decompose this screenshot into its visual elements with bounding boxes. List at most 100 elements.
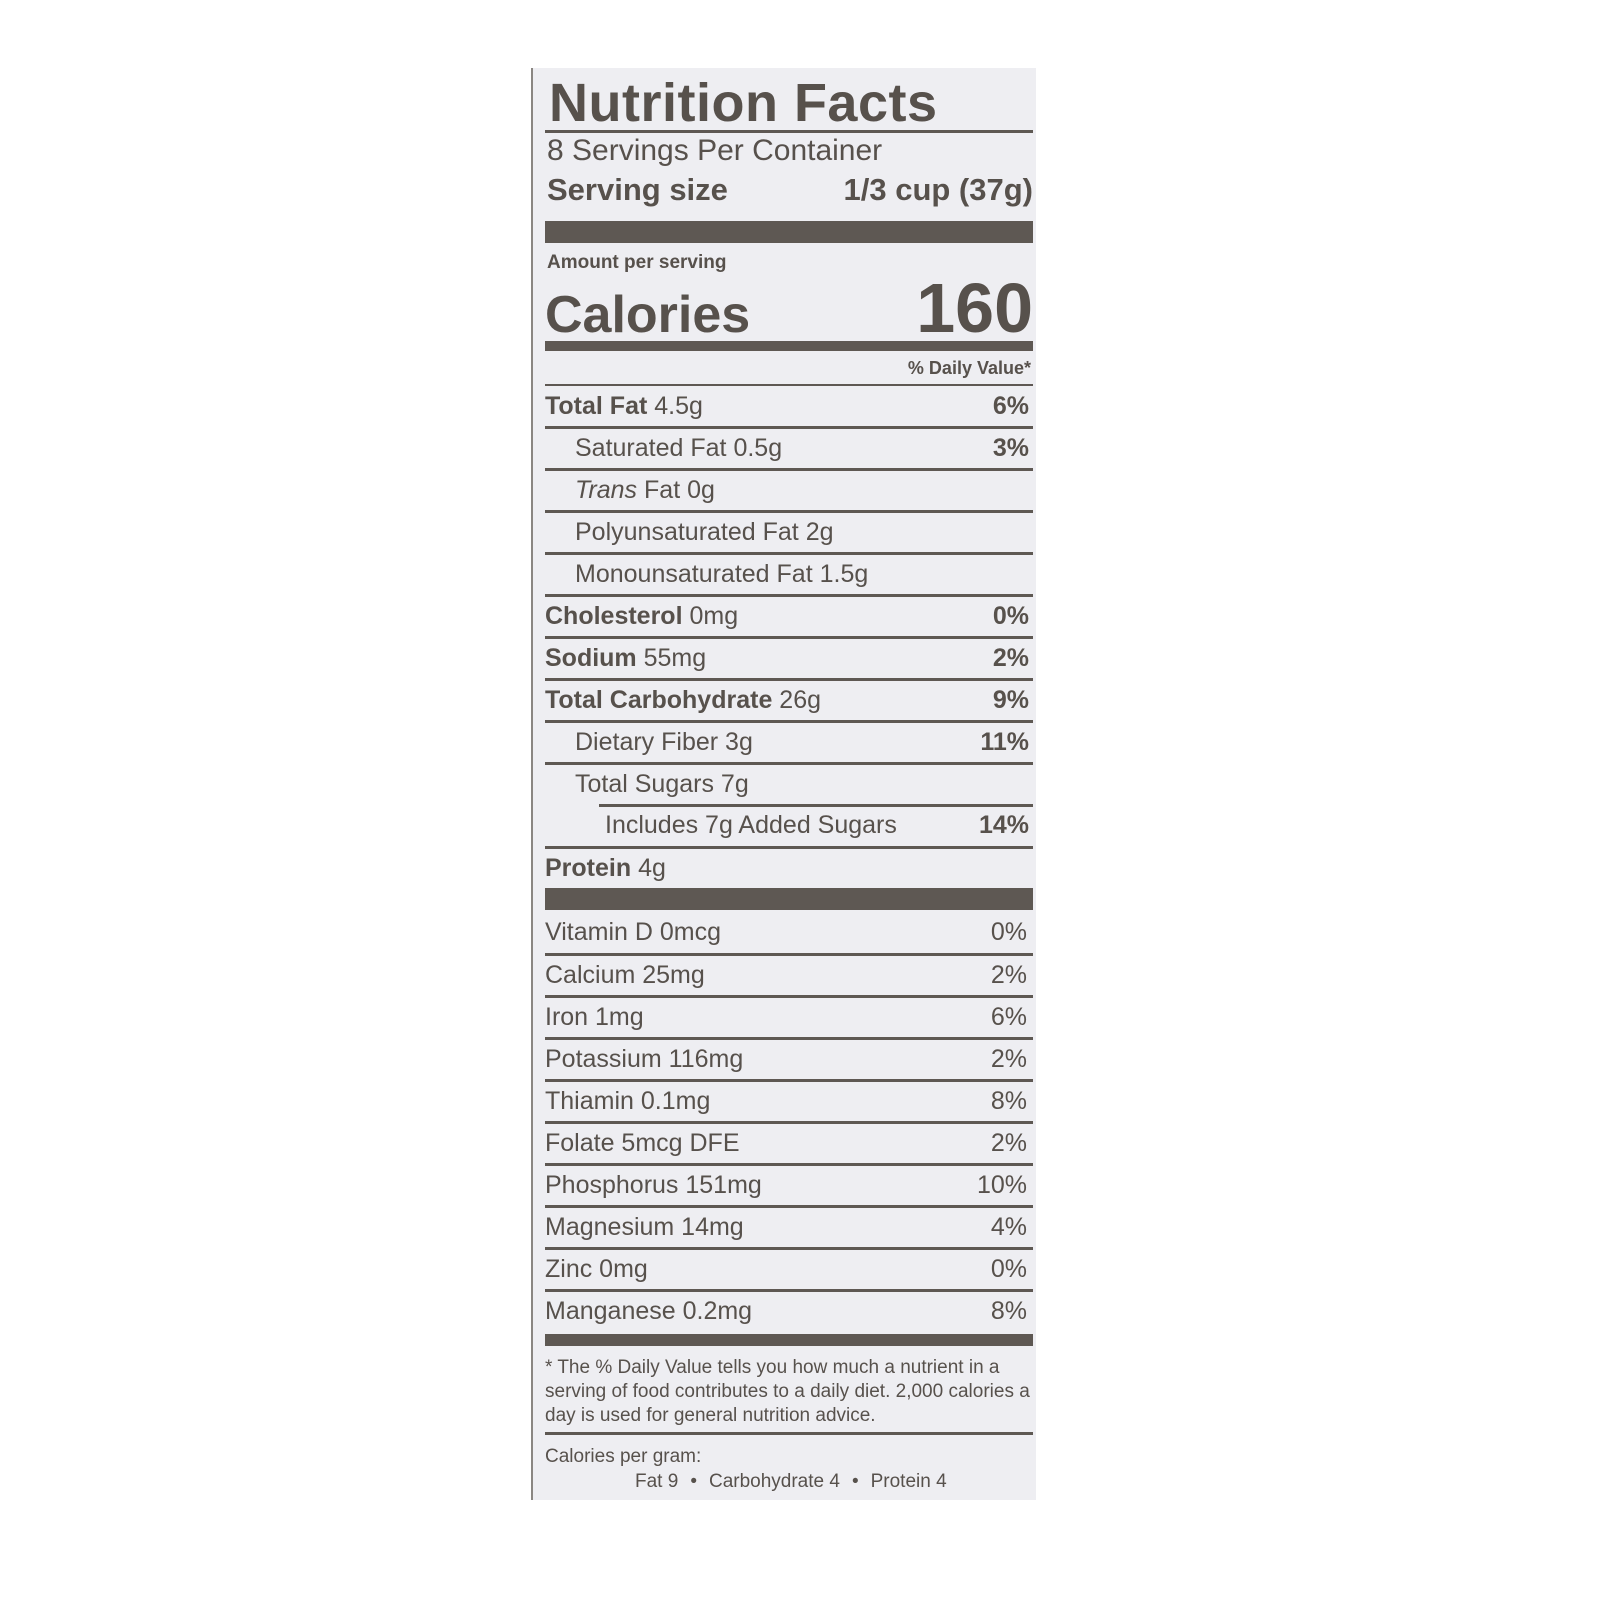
nutrient-label: Dietary Fiber	[575, 728, 719, 756]
nutrient-row-dietary-fiber: Dietary Fiber 3g 11%	[545, 720, 1033, 762]
nutrient-label: Includes 7g Added Sugars	[605, 810, 897, 839]
nutrient-amount: 0.5g	[733, 434, 783, 462]
nutrient-label: Protein	[545, 854, 632, 882]
fat-per-gram: Fat 9	[635, 1471, 679, 1492]
nutrient-label: Saturated Fat	[575, 434, 727, 462]
nutrient-amount: 2g	[805, 518, 834, 546]
vitamin-dv: 2%	[990, 1129, 1027, 1157]
vitamin-row: Magnesium 14mg 4%	[545, 1205, 1033, 1247]
protein-per-gram: Protein 4	[870, 1471, 947, 1492]
carbohydrate-per-gram: Carbohydrate 4	[708, 1471, 840, 1492]
nutrient-amount: 55mg	[643, 644, 707, 672]
divider	[545, 130, 1033, 133]
nutrient-row-total-fat: Total Fat 4.5g 6%	[545, 384, 1033, 426]
nutrient-dv: 14%	[978, 810, 1029, 839]
amount-per-serving: Amount per serving	[547, 252, 727, 273]
vitamin-label: Zinc 0mg	[545, 1255, 648, 1283]
nutrient-dv: 3%	[992, 434, 1029, 462]
vitamin-row: Thiamin 0.1mg 8%	[545, 1079, 1033, 1121]
nutrient-amount: 7g	[720, 770, 749, 798]
nutrient-dv: 11%	[980, 728, 1029, 756]
nutrient-label: Monounsaturated Fat	[575, 560, 813, 588]
nutrient-amount: 26g	[779, 686, 822, 714]
vitamin-dv: 8%	[990, 1297, 1027, 1325]
nutrient-dv: 9%	[992, 686, 1029, 714]
nutrient-row-added-sugars: Includes 7g Added Sugars 14%	[545, 804, 1033, 846]
nutrient-amount: 3g	[725, 728, 753, 756]
nutrient-row-sodium: Sodium 55mg 2%	[545, 636, 1033, 678]
nutrient-row-trans-fat: Trans Fat 0g	[545, 468, 1033, 510]
nutrient-row-protein: Protein 4g	[545, 846, 1033, 888]
bullet: •	[851, 1471, 859, 1492]
medium-divider	[545, 1334, 1033, 1346]
vitamin-dv: 6%	[990, 1003, 1027, 1031]
calories-row: Calories 160	[545, 268, 1033, 348]
nutrient-row-polyunsaturated-fat: Polyunsaturated Fat 2g	[545, 510, 1033, 552]
label-title: Nutrition Facts	[549, 73, 938, 133]
nutrient-amount: 4.5g	[654, 391, 703, 420]
vitamin-label: Thiamin 0.1mg	[545, 1087, 711, 1115]
thick-divider	[545, 888, 1033, 910]
vitamin-row: Potassium 116mg 2%	[545, 1037, 1033, 1079]
vitamin-label: Potassium 116mg	[545, 1045, 744, 1073]
vitamin-row: Calcium 25mg 2%	[545, 953, 1033, 995]
divider	[545, 1432, 1033, 1435]
vitamin-label: Magnesium 14mg	[545, 1213, 744, 1241]
nutrient-amount: 0mg	[689, 602, 739, 630]
vitamin-label: Manganese 0.2mg	[545, 1297, 753, 1325]
daily-value-header: % Daily Value*	[907, 358, 1031, 378]
vitamin-row: Iron 1mg 6%	[545, 995, 1033, 1037]
bullet: •	[690, 1471, 697, 1492]
serving-size-value: 1/3 cup (37g)	[843, 172, 1034, 207]
vitamin-row: Zinc 0mg 0%	[545, 1247, 1033, 1289]
nutrient-label: Total Sugars	[575, 770, 714, 798]
vitamin-label: Vitamin D 0mcg	[545, 917, 721, 946]
nutrient-row-saturated-fat: Saturated Fat 0.5g 3%	[545, 426, 1033, 468]
nutrient-rows: Total Fat 4.5g 6% Saturated Fat 0.5g 3% Tr…	[545, 384, 1033, 888]
nutrition-facts-label: Nutrition Facts 8 Servings Per Container…	[531, 68, 1036, 1500]
nutrient-dv: 0%	[992, 602, 1029, 630]
vitamin-row: Vitamin D 0mcg 0%	[545, 911, 1033, 953]
vitamin-row: Phosphorus 151mg 10%	[545, 1163, 1033, 1205]
vitamin-label: Calcium 25mg	[545, 961, 705, 989]
nutrient-dv: 6%	[992, 391, 1029, 420]
serving-size-label: Serving size	[547, 172, 728, 207]
nutrient-row-cholesterol: Cholesterol 0mg 0%	[545, 594, 1033, 636]
vitamin-row: Manganese 0.2mg 8%	[545, 1289, 1033, 1331]
vitamin-dv: 0%	[990, 917, 1027, 946]
vitamin-row: Folate 5mcg DFE 2%	[545, 1121, 1033, 1163]
calories-per-gram-label: Calories per gram:	[545, 1446, 702, 1467]
nutrient-label: Sodium	[545, 644, 637, 672]
nutrient-row-total-carbohydrate: Total Carbohydrate 26g 9%	[545, 678, 1033, 720]
nutrient-row-total-sugars: Total Sugars 7g	[545, 762, 1033, 804]
nutrient-amount: 1.5g	[819, 560, 869, 588]
nutrient-row-monounsaturated-fat: Monounsaturated Fat 1.5g	[545, 552, 1033, 594]
nutrient-amount: 0g	[687, 476, 715, 504]
serving-size: Serving size 1/3 cup (37g)	[547, 172, 1033, 208]
servings-per-container: 8 Servings Per Container	[547, 134, 883, 167]
vitamin-dv: 10%	[976, 1171, 1027, 1199]
calories-value: 160	[916, 269, 1033, 347]
nutrient-label: Fat	[644, 476, 681, 504]
vitamin-label: Folate 5mcg DFE	[545, 1129, 740, 1157]
vitamin-dv: 4%	[990, 1213, 1027, 1241]
nutrient-label: Total Carbohydrate	[545, 686, 773, 714]
vitamin-dv: 8%	[990, 1087, 1027, 1115]
thick-divider	[545, 221, 1033, 243]
nutrient-dv: 2%	[992, 644, 1029, 672]
daily-value-footnote: * The % Daily Value tells you how much a…	[545, 1357, 1030, 1426]
vitamin-dv: 2%	[990, 961, 1027, 989]
nutrient-label: Total Fat	[545, 391, 648, 420]
vitamin-dv: 0%	[990, 1255, 1027, 1283]
nutrient-label: Cholesterol	[545, 602, 683, 630]
vitamin-dv: 2%	[990, 1045, 1027, 1073]
vitamin-rows: Vitamin D 0mcg 0% Calcium 25mg 2% Iron 1mg…	[545, 911, 1033, 1331]
calories-label: Calories	[545, 286, 751, 344]
medium-divider	[545, 341, 1033, 351]
nutrient-label-italic: Trans	[575, 476, 638, 504]
nutrient-label: Polyunsaturated Fat	[575, 518, 799, 546]
vitamin-label: Iron 1mg	[545, 1003, 644, 1031]
calories-per-gram: Calories per gram: Fat 9 • Carbohydrate 4 •…	[545, 1444, 1033, 1494]
nutrient-amount: 4g	[638, 854, 666, 882]
vitamin-label: Phosphorus 151mg	[545, 1171, 762, 1199]
